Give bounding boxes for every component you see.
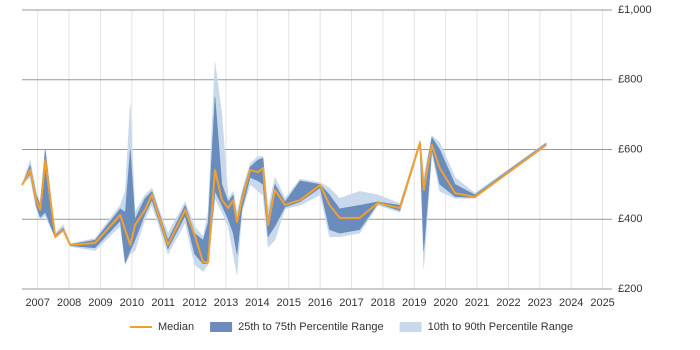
x-tick-label: 2021 <box>465 297 489 309</box>
median-line <box>21 141 547 264</box>
x-tick-label: 2025 <box>590 297 614 309</box>
x-tick-label: 2011 <box>151 297 175 309</box>
x-tick-label: 2023 <box>528 297 552 309</box>
x-tick-label: 2008 <box>57 297 81 309</box>
x-tick-label: 2014 <box>245 297 269 309</box>
legend-label: Median <box>158 321 194 333</box>
x-tick-label: 2017 <box>339 297 363 309</box>
x-tick-label: 2007 <box>25 297 49 309</box>
percentile-band <box>21 97 547 265</box>
x-tick-label: 2018 <box>371 297 395 309</box>
x-tick-label: 2020 <box>433 297 457 309</box>
x-tick-label: 2013 <box>214 297 238 309</box>
x-tick-label: 2019 <box>402 297 426 309</box>
x-tick-label: 2016 <box>308 297 332 309</box>
y-tick-label: £400 <box>618 213 642 225</box>
x-tick-label: 2015 <box>277 297 301 309</box>
y-tick-label: £800 <box>618 74 642 86</box>
y-tick-label: £1,000 <box>618 4 652 16</box>
legend-label: 10th to 90th Percentile Range <box>428 321 574 333</box>
y-tick-label: £600 <box>618 143 642 155</box>
legend-swatch <box>399 322 422 332</box>
x-tick-label: 2009 <box>88 297 112 309</box>
legend-swatch <box>210 322 233 332</box>
x-tick-label: 2010 <box>120 297 144 309</box>
legend: Median 25th to 75th Percentile Range 10th … <box>130 321 573 333</box>
x-tick-label: 2022 <box>496 297 520 309</box>
x-tick-label: 2012 <box>182 297 206 309</box>
y-tick-label: £200 <box>618 283 642 295</box>
x-tick-label: 2024 <box>559 297 583 309</box>
legend-label: 25th to 75th Percentile Range <box>238 321 384 333</box>
